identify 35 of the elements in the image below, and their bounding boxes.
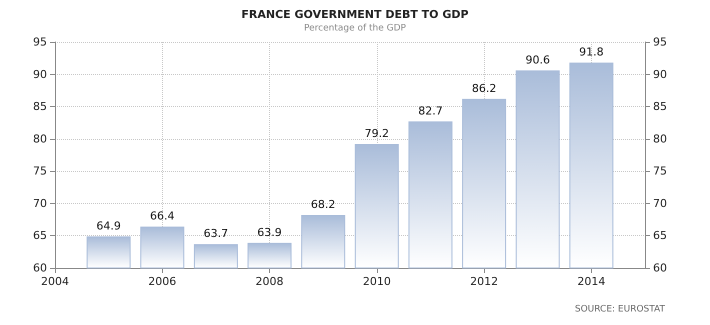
data-label: 68.2 [310,198,336,212]
y2-tick-label: 60 [653,262,667,274]
data-label: 91.8 [579,46,604,59]
x-tick-label: 2006 [148,275,176,288]
y-tick-label: 85 [33,100,47,114]
y-tick-label: 70 [33,196,47,210]
y2-tick-label: 65 [653,229,667,242]
x-tick-label: 2012 [470,275,498,288]
source-note: SOURCE: EUROSTAT [574,304,666,314]
y2-tick-label: 75 [653,164,667,178]
chart-subtitle: Percentage of the GDP [304,24,407,34]
x-tick-label: 2010 [362,275,391,288]
y2-tick-label: 85 [653,100,667,114]
y-tick-label: 95 [33,36,47,48]
chart-title: FRANCE GOVERNMENT DEBT TO GDP [241,8,469,21]
y-tick-label: 75 [33,164,47,178]
data-label: 90.6 [525,53,550,66]
y2-tick-label: 80 [653,132,667,146]
data-label: 66.4 [150,210,175,223]
y2-tick-label: 90 [653,68,667,81]
data-label: 86.2 [472,82,496,95]
data-label: 63.9 [257,226,282,239]
data-label: 64.9 [96,219,121,232]
y-tick-label: 80 [33,132,47,146]
y2-tick-label: 95 [653,36,667,48]
data-label: 63.7 [204,227,228,240]
data-label: 79.2 [364,127,390,140]
x-tick-label: 2014 [577,275,606,288]
y-tick-label: 65 [33,229,47,242]
y2-tick-label: 70 [653,196,667,210]
x-tick-label: 2004 [41,275,69,288]
x-tick-label: 2008 [256,275,284,288]
y-tick-label: 90 [33,68,47,81]
y-tick-label: 60 [33,262,47,274]
data-label: 82.7 [418,104,443,118]
